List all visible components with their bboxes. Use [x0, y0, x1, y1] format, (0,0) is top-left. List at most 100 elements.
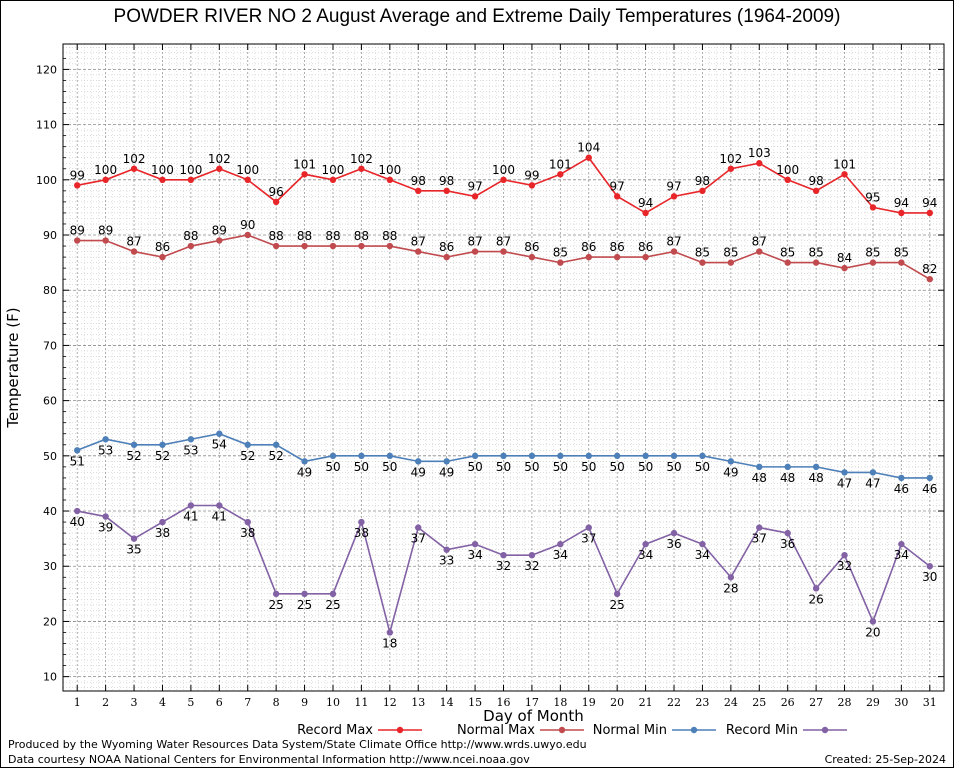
data-point: [301, 242, 308, 250]
data-label: 48: [752, 471, 767, 485]
x-tick-label: 28: [838, 696, 852, 709]
data-point: [358, 165, 365, 172]
data-label: 94: [638, 196, 653, 210]
data-label: 33: [439, 554, 454, 568]
data-point: [926, 209, 933, 217]
data-point: [159, 176, 166, 184]
data-point: [585, 524, 592, 531]
data-point: [784, 176, 791, 184]
data-label: 30: [922, 570, 937, 584]
data-label: 100: [776, 163, 799, 177]
x-tick-label: 25: [752, 696, 766, 709]
data-point: [386, 242, 394, 250]
data-point: [869, 259, 877, 266]
x-tick-label: 13: [411, 696, 425, 709]
data-point: [585, 154, 592, 161]
data-label: 52: [240, 449, 255, 463]
data-point: [102, 436, 109, 443]
legend-label: Normal Max: [457, 723, 535, 738]
series-record-min: 40 39 35 38 41 41 38 25 25 25 38 18 37 33 34 32 32 34 37 25…: [70, 502, 937, 650]
x-tick-label: 30: [894, 696, 908, 709]
data-point: [244, 518, 251, 526]
data-label: 82: [922, 262, 937, 276]
y-axis: 10 20 30 40 50 60 70 80 90 100 110 120: [36, 57, 944, 684]
data-label: 88: [382, 229, 397, 243]
data-point: [74, 507, 81, 515]
legend-label: Record Min: [726, 723, 798, 738]
data-label: 47: [865, 476, 880, 490]
data-point: [386, 176, 394, 184]
data-point: [443, 187, 450, 195]
y-tick-label: 70: [43, 339, 57, 352]
data-point: [500, 248, 507, 255]
data-label: 40: [70, 515, 85, 529]
data-label: 94: [922, 196, 937, 210]
data-point: [528, 452, 536, 460]
data-point: [301, 171, 308, 178]
data-label: 101: [549, 157, 572, 171]
data-label: 98: [808, 174, 823, 188]
data-label: 97: [467, 179, 482, 193]
data-label: 50: [638, 460, 653, 474]
data-point: [869, 204, 877, 211]
data-label: 53: [183, 443, 198, 457]
legend-label: Record Max: [297, 723, 373, 738]
data-point: [187, 436, 195, 443]
data-point: [670, 529, 678, 537]
data-label: 32: [496, 559, 511, 573]
data-point: [102, 176, 109, 184]
data-label: 50: [382, 460, 397, 474]
series-record-max: 99 100 102 100 100 102 100 96 101 100 102 100 98 98 97…: [70, 141, 937, 217]
x-tick-label: 2: [102, 696, 109, 709]
data-label: 100: [94, 163, 117, 177]
data-point: [926, 474, 933, 482]
data-point: [130, 165, 138, 172]
data-label: 99: [70, 168, 85, 182]
data-point: [329, 452, 337, 460]
data-label: 103: [748, 146, 771, 160]
data-label: 89: [212, 224, 227, 238]
data-label: 89: [98, 224, 113, 238]
data-point: [926, 563, 933, 570]
data-label: 85: [894, 246, 909, 260]
data-point: [528, 253, 536, 261]
data-point: [301, 458, 308, 465]
data-label: 41: [212, 510, 227, 524]
data-label: 97: [666, 179, 681, 193]
data-label: 94: [894, 196, 909, 210]
data-point: [528, 182, 536, 189]
data-label: 87: [126, 235, 141, 249]
data-point: [756, 160, 763, 167]
data-point: [699, 540, 706, 548]
data-point: [187, 242, 195, 250]
data-point: [500, 551, 507, 559]
x-tick-label: 20: [610, 696, 624, 709]
data-point: [784, 463, 791, 471]
data-point: [471, 248, 479, 255]
y-axis-label: Temperature (F): [4, 307, 22, 428]
data-label: 98: [695, 174, 710, 188]
data-label: 52: [155, 449, 170, 463]
data-label: 38: [354, 526, 369, 540]
series-normal-min: 51 53 52 52 53 54 52 52 49 50 50 50 49 49 50 50 50 50 50 50…: [70, 430, 937, 496]
data-point: [784, 259, 791, 266]
data-point: [415, 524, 422, 531]
data-point: [898, 259, 905, 266]
data-label: 26: [808, 592, 823, 606]
data-label: 88: [297, 229, 312, 243]
x-tick-label: 5: [187, 696, 194, 709]
y-tick-label: 10: [43, 671, 57, 684]
data-point: [187, 502, 195, 509]
footer-produced: Produced by the Wyoming Water Resources …: [8, 738, 587, 751]
data-label: 25: [269, 598, 284, 612]
data-point: [642, 452, 649, 460]
data-point: [898, 540, 905, 548]
data-point: [386, 629, 394, 636]
data-label: 18: [382, 636, 397, 650]
data-label: 100: [179, 163, 202, 177]
data-point: [642, 540, 649, 548]
data-label: 100: [378, 163, 401, 177]
data-label: 49: [411, 465, 426, 479]
data-point: [699, 187, 706, 195]
data-label: 28: [723, 581, 738, 595]
